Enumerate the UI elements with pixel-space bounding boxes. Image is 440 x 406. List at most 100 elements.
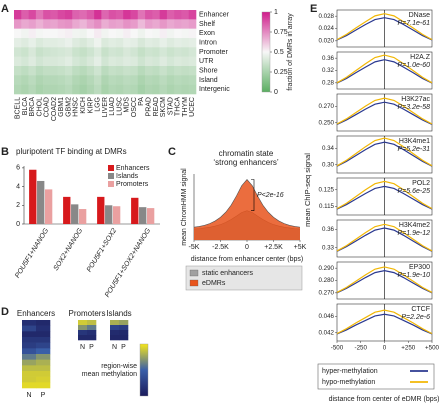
series-line xyxy=(336,101,433,125)
heatmap-cell xyxy=(159,19,168,29)
legend-label: static enhancers xyxy=(202,270,253,277)
heatmap-cell xyxy=(166,84,175,95)
series-line xyxy=(336,313,433,335)
heatmap-cell xyxy=(22,354,37,360)
series-title: POL2 xyxy=(412,180,430,187)
legend-swatch xyxy=(108,181,114,187)
heatmap-cell xyxy=(145,75,153,85)
heatmap-cell xyxy=(79,38,88,48)
heatmap-cell xyxy=(188,66,197,76)
heatmap-cell xyxy=(166,66,175,76)
heatmap-cell xyxy=(35,28,44,39)
colorbar xyxy=(139,343,149,397)
heatmap-cell xyxy=(35,84,44,95)
series-line xyxy=(336,97,433,125)
heatmap-cell xyxy=(119,325,129,331)
row-label: Intron xyxy=(199,40,217,47)
heatmap-cell xyxy=(36,354,51,360)
column-label: P xyxy=(41,392,46,399)
heatmap-cell xyxy=(35,19,44,29)
colorbar-label: region-wise xyxy=(101,363,137,370)
heatmap-cell xyxy=(22,342,37,349)
heatmap-cell xyxy=(79,56,88,67)
x-tick-label: +5K xyxy=(294,244,307,251)
heatmap-cell xyxy=(123,47,131,57)
series-title: H3K27ac xyxy=(401,96,430,103)
heatmap-cell xyxy=(181,19,190,29)
heatmap-cell xyxy=(57,28,66,39)
heatmap-cell xyxy=(94,28,102,39)
heatmap-cell xyxy=(174,19,182,29)
legend-label: eDMRs xyxy=(202,280,226,287)
heatmap-cell xyxy=(94,10,102,20)
column-label: P xyxy=(121,344,126,351)
heatmap-cell xyxy=(72,19,80,29)
heatmap-cell xyxy=(188,47,197,57)
y-tick-label: 0.32 xyxy=(322,67,335,74)
heatmap-cell xyxy=(130,47,139,57)
heatmap-cell xyxy=(79,10,88,20)
heatmap-cell xyxy=(101,10,109,20)
heatmap-cell xyxy=(110,325,120,331)
heatmap-cell xyxy=(50,38,58,48)
y-tick-label: 6 xyxy=(16,165,20,172)
heatmap-cell xyxy=(137,10,146,20)
legend-label: Promoters xyxy=(116,181,149,188)
heatmap-cell xyxy=(64,19,73,29)
heatmap-cell xyxy=(57,19,66,29)
heatmap-cell xyxy=(115,84,124,95)
y-tick-label: 0.28 xyxy=(322,79,335,86)
heatmap-cell xyxy=(166,10,175,20)
heatmap-cell xyxy=(50,56,58,67)
y-tick-label: 0.115 xyxy=(319,203,335,210)
heatmap-cell xyxy=(21,84,29,95)
heatmap-cell xyxy=(119,330,129,336)
series-title: H3K4me1 xyxy=(399,138,430,145)
heatmap-cell xyxy=(22,320,37,326)
bracket xyxy=(251,179,255,211)
x-tick-label: POU5F1+NANOG xyxy=(14,227,50,280)
panel-label: C xyxy=(168,146,176,158)
heatmap-cell xyxy=(64,38,73,48)
chart-title: pluripotent TF binding at DMRs xyxy=(16,147,127,156)
heatmap-cell xyxy=(188,75,197,85)
heatmap-cell xyxy=(181,38,190,48)
heatmap-cell xyxy=(108,38,117,48)
row-label: Shelf xyxy=(199,21,215,28)
heatmap-cell xyxy=(78,320,88,326)
heatmap-cell xyxy=(108,47,117,57)
panel-label: A xyxy=(1,3,9,15)
heatmap-cell xyxy=(159,38,168,48)
p-value: P=1.0e-60 xyxy=(398,62,431,69)
heatmap-cell xyxy=(94,84,102,95)
heatmap-cell xyxy=(174,66,182,76)
series-line xyxy=(336,141,433,167)
heatmap-cell xyxy=(159,10,168,20)
heatmap-cell xyxy=(137,38,146,48)
series-line xyxy=(336,227,433,252)
heatmap-cell xyxy=(43,38,51,48)
heatmap-cell xyxy=(50,75,58,85)
x-tick-label: POU5F1+SOX2 xyxy=(86,227,118,273)
heatmap-cell xyxy=(36,365,51,372)
heatmap-cell xyxy=(14,38,22,48)
heatmap-cell xyxy=(159,28,168,39)
heatmap-cell xyxy=(36,382,51,389)
p-value: P=3.2e-58 xyxy=(398,104,431,111)
heatmap-cell xyxy=(64,75,73,85)
series-line xyxy=(336,137,433,167)
heatmap-cell xyxy=(108,56,117,67)
column-label: MDS xyxy=(124,97,131,113)
heatmap-cell xyxy=(43,66,51,76)
series-line xyxy=(336,266,433,293)
heatmap-cell xyxy=(72,28,80,39)
heatmap-cell xyxy=(78,330,88,336)
heatmap-cell xyxy=(137,75,146,85)
heatmap-cell xyxy=(14,28,22,39)
y-tick-label: 0.36 xyxy=(322,226,335,233)
legend-swatch xyxy=(189,269,199,277)
heatmap-cell xyxy=(43,19,51,29)
heatmap-cell xyxy=(22,325,37,332)
heatmap-cell xyxy=(145,47,153,57)
